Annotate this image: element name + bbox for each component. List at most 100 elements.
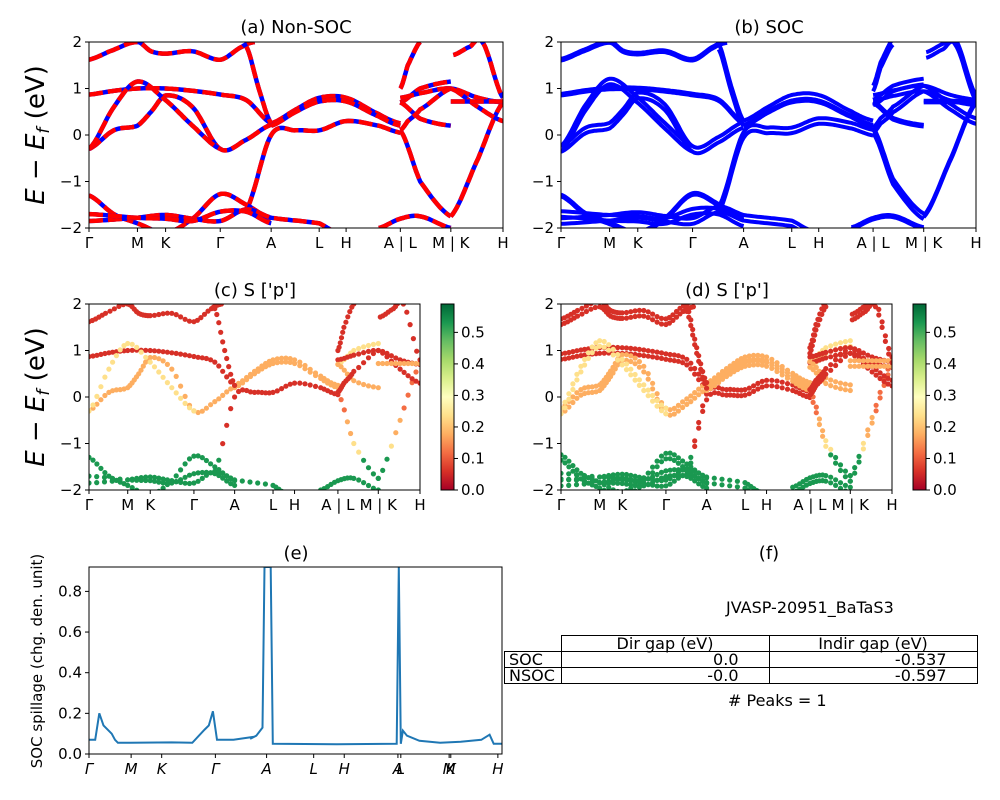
- projection-point: [178, 314, 184, 320]
- projection-point: [632, 308, 638, 314]
- projection-point: [650, 392, 656, 399]
- band-line-soc: [561, 205, 745, 223]
- projection-point: [688, 317, 694, 323]
- projection-point: [375, 360, 381, 367]
- projection-point: [370, 384, 376, 390]
- projection-point: [186, 456, 193, 462]
- x-tick-label: A: [702, 496, 713, 514]
- projection-point: [813, 321, 819, 328]
- x-tick-label: M: [121, 496, 134, 514]
- projection-point: [129, 485, 135, 490]
- projection-point: [636, 483, 643, 489]
- projection-point: [191, 480, 197, 486]
- projection-point: [860, 350, 867, 356]
- projection-point: [727, 371, 733, 377]
- projection-point: [688, 393, 694, 399]
- y-tick-label: 1: [544, 80, 554, 98]
- projection-point: [186, 480, 193, 487]
- projection-point: [212, 399, 218, 405]
- projection-point: [117, 476, 123, 482]
- projection-point: [151, 364, 158, 370]
- projection-point: [810, 332, 817, 338]
- projection-point: [823, 366, 829, 372]
- projection-point: [173, 312, 179, 318]
- axes-frame: [88, 41, 504, 229]
- projection-point: [723, 392, 730, 398]
- projection-point: [755, 386, 761, 392]
- projection-point: [164, 361, 170, 367]
- projection-point: [716, 390, 722, 396]
- projection-point: [413, 378, 419, 384]
- projection-point: [769, 360, 775, 366]
- projection-point: [388, 443, 394, 449]
- projection-point: [125, 482, 131, 488]
- projection-point: [746, 362, 752, 368]
- projection-point: [882, 333, 889, 339]
- projection-point: [116, 304, 122, 309]
- projection-point: [842, 474, 849, 480]
- projection-point: [847, 363, 853, 369]
- projection-point: [684, 461, 690, 467]
- projection-point: [632, 313, 638, 320]
- projection-point: [214, 311, 220, 318]
- projection-point: [877, 395, 883, 401]
- projection-point: [820, 433, 826, 439]
- x-tick-label: M | K: [360, 496, 399, 514]
- projection-point: [692, 371, 698, 377]
- projection-point: [764, 358, 770, 364]
- projection-point: [837, 352, 844, 358]
- projection-point: [852, 470, 858, 476]
- projection-point: [574, 395, 580, 401]
- projection-point: [873, 408, 879, 414]
- projection-point: [178, 467, 184, 473]
- projection-point: [856, 363, 862, 369]
- projection-point: [356, 449, 362, 455]
- projection-point: [216, 363, 222, 369]
- projection-point: [636, 307, 643, 313]
- projection-point: [833, 454, 839, 461]
- projection-point: [151, 474, 158, 480]
- projection-point: [212, 471, 218, 477]
- projection-point: [623, 367, 630, 373]
- projection-point: [711, 475, 717, 481]
- projection-point: [680, 399, 686, 405]
- projection-point: [251, 389, 258, 395]
- projection-point: [813, 364, 819, 370]
- x-tick-label: H: [886, 496, 897, 514]
- projection-point: [670, 317, 676, 323]
- projection-point: [89, 480, 92, 486]
- band-line-nonsoc: [378, 213, 452, 228]
- projection-point: [90, 457, 96, 463]
- projection-point: [688, 470, 694, 476]
- projection-point: [582, 356, 588, 362]
- projection-point: [704, 474, 710, 480]
- projection-point: [341, 407, 347, 413]
- projection-point: [191, 453, 197, 459]
- projection-point: [704, 397, 710, 403]
- projection-point: [94, 480, 100, 486]
- projection-point: [723, 368, 730, 374]
- projection-point: [409, 360, 415, 367]
- projection-point: [399, 298, 404, 303]
- projection-point: [134, 477, 140, 483]
- projection-point: [143, 477, 149, 484]
- projection-point: [712, 390, 718, 396]
- projection-point: [727, 477, 733, 483]
- projection-point: [712, 383, 718, 389]
- colorbar-c: [440, 303, 455, 491]
- projection-point: [764, 383, 770, 389]
- projection-point: [302, 381, 308, 387]
- projection-point: [812, 326, 818, 333]
- projection-point: [808, 341, 814, 348]
- band-line-soc: [871, 42, 894, 87]
- projection-point: [574, 377, 580, 383]
- projection-point: [573, 472, 580, 478]
- band-line-soc: [925, 42, 976, 97]
- projection-point: [769, 383, 775, 389]
- projection-point: [186, 472, 193, 478]
- colorbar-tick-label: 0.3: [461, 386, 485, 404]
- projection-point: [203, 457, 209, 464]
- projection-point: [592, 304, 598, 311]
- projection-point: [405, 392, 411, 398]
- projection-point: [675, 472, 682, 478]
